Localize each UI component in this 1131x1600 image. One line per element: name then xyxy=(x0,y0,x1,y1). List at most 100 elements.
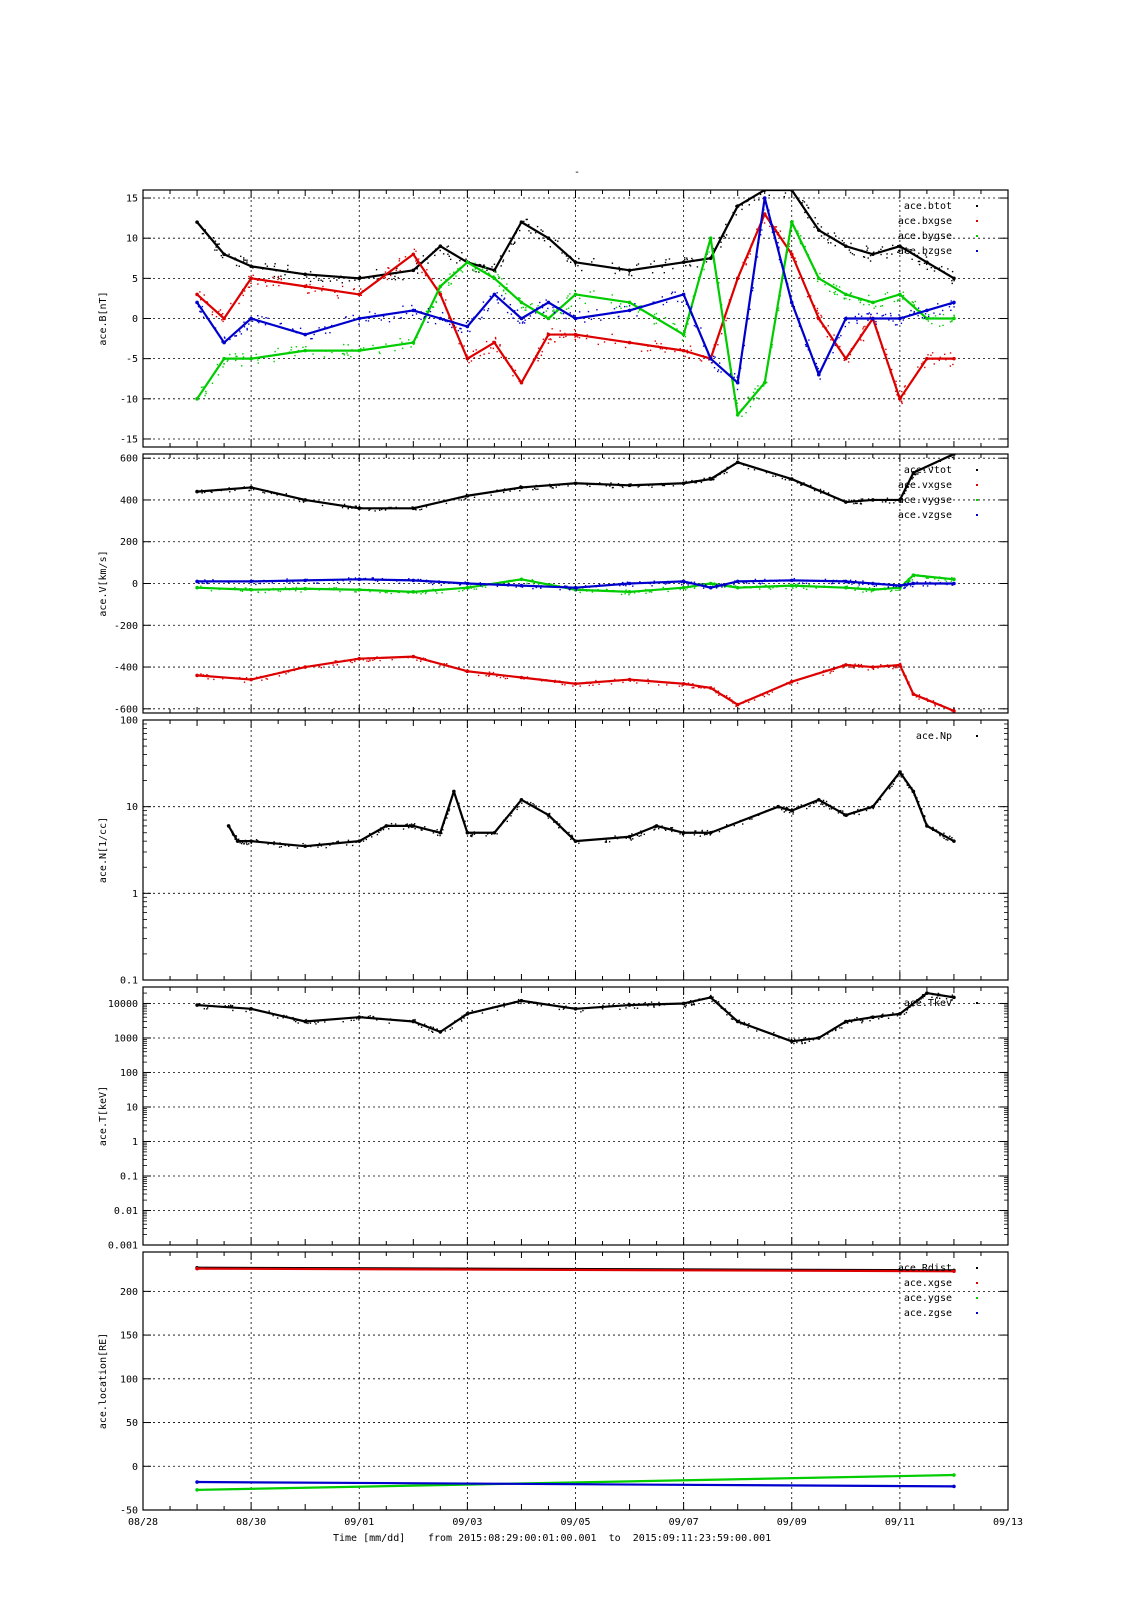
scatter-dot xyxy=(867,805,869,808)
scatter-dot xyxy=(455,271,458,273)
scatter-dot xyxy=(236,677,239,679)
scatter-dot xyxy=(559,588,561,591)
series-ace-vtot xyxy=(195,454,956,512)
scatter-dot xyxy=(297,582,299,584)
scatter-dot xyxy=(436,288,438,290)
scatter-dot xyxy=(382,828,385,831)
scatter-dot xyxy=(904,586,906,589)
scatter-dot xyxy=(215,315,218,318)
scatter-dot xyxy=(924,366,926,369)
scatter-dot xyxy=(264,281,267,284)
scatter-dot xyxy=(207,674,210,677)
scatter-dot xyxy=(657,684,660,686)
scatter-dot xyxy=(785,587,787,590)
scatter-dot xyxy=(842,323,844,326)
scatter-dot xyxy=(465,321,468,324)
scatter-dot xyxy=(892,783,895,785)
scatter-dot xyxy=(951,995,953,998)
scatter-dot xyxy=(729,697,731,699)
scatter-dot xyxy=(813,802,815,805)
scatter-dot xyxy=(419,660,422,663)
scatter-dot xyxy=(917,366,919,368)
scatter-dot xyxy=(693,581,696,583)
scatter-dot xyxy=(655,342,658,345)
scatter-dot xyxy=(735,399,738,402)
scatter-dot xyxy=(797,805,800,807)
scatter-dot xyxy=(933,312,935,314)
scatter-dot xyxy=(676,328,678,330)
scatter-dot xyxy=(695,481,697,484)
scatter-dot xyxy=(949,303,951,306)
scatter-dot xyxy=(280,845,283,848)
y-tick-label: 0.001 xyxy=(108,1241,138,1252)
scatter-dot xyxy=(334,660,336,662)
scatter-dot xyxy=(620,593,623,596)
data-point xyxy=(411,252,416,257)
scatter-dot xyxy=(502,259,505,261)
scatter-dot xyxy=(367,1015,370,1018)
data-point xyxy=(438,1030,443,1034)
scatter-dot xyxy=(736,405,738,407)
scatter-dot xyxy=(814,217,816,219)
scatter-dot xyxy=(653,580,656,582)
scatter-dot xyxy=(804,1036,807,1039)
scatter-dot xyxy=(703,477,705,480)
scatter-dot xyxy=(295,331,298,334)
scatter-dot xyxy=(522,306,525,309)
data-point xyxy=(708,830,713,835)
scatter-dot xyxy=(911,301,913,303)
scatter-dot xyxy=(228,358,230,360)
scatter-dot xyxy=(824,578,827,581)
scatter-dot xyxy=(550,583,552,585)
data-point xyxy=(871,252,875,257)
scatter-dot xyxy=(927,315,930,318)
scatter-dot xyxy=(912,301,915,304)
scatter-dot xyxy=(756,228,758,230)
scatter-dot xyxy=(788,245,791,248)
scatter-dot xyxy=(622,300,625,302)
data-point xyxy=(519,998,524,1003)
scatter-dot xyxy=(825,669,827,672)
scatter-dot xyxy=(485,674,487,677)
scatter-dot xyxy=(239,331,241,333)
scatter-dot xyxy=(258,321,260,324)
scatter-dot xyxy=(881,246,884,248)
data-point xyxy=(573,316,578,321)
scatter-dot xyxy=(620,836,622,838)
scatter-dot xyxy=(933,363,935,365)
scatter-dot xyxy=(710,587,713,590)
scatter-dot xyxy=(503,491,505,494)
scatter-dot xyxy=(490,672,492,675)
scatter-dot xyxy=(543,679,546,682)
scatter-dot xyxy=(652,680,654,683)
scatter-dot xyxy=(901,401,903,403)
scatter-dot xyxy=(507,585,509,587)
scatter-dot xyxy=(294,668,296,671)
scatter-dot xyxy=(354,505,357,507)
scatter-dot xyxy=(446,817,448,819)
data-point xyxy=(789,679,794,684)
scatter-dot xyxy=(342,1021,344,1023)
scatter-dot xyxy=(806,295,809,298)
scatter-dot xyxy=(702,355,705,357)
scatter-dot xyxy=(426,258,428,260)
scatter-dot xyxy=(430,1026,432,1028)
scatter-dot xyxy=(380,319,383,321)
scatter-dot xyxy=(247,286,250,288)
scatter-dot xyxy=(816,366,818,368)
data-point xyxy=(844,579,848,584)
scatter-dot xyxy=(712,355,715,358)
scatter-dot xyxy=(218,243,220,245)
scatter-dot xyxy=(622,681,624,684)
scatter-dot xyxy=(728,698,731,700)
scatter-dot xyxy=(235,359,237,362)
scatter-dot xyxy=(747,256,749,259)
scatter-dot xyxy=(703,268,705,271)
scatter-dot xyxy=(806,807,808,810)
scatter-dot xyxy=(469,330,471,333)
scatter-dot xyxy=(625,589,627,591)
scatter-dot xyxy=(612,589,615,592)
scatter-dot xyxy=(376,507,378,510)
scatter-dot xyxy=(199,1003,201,1005)
